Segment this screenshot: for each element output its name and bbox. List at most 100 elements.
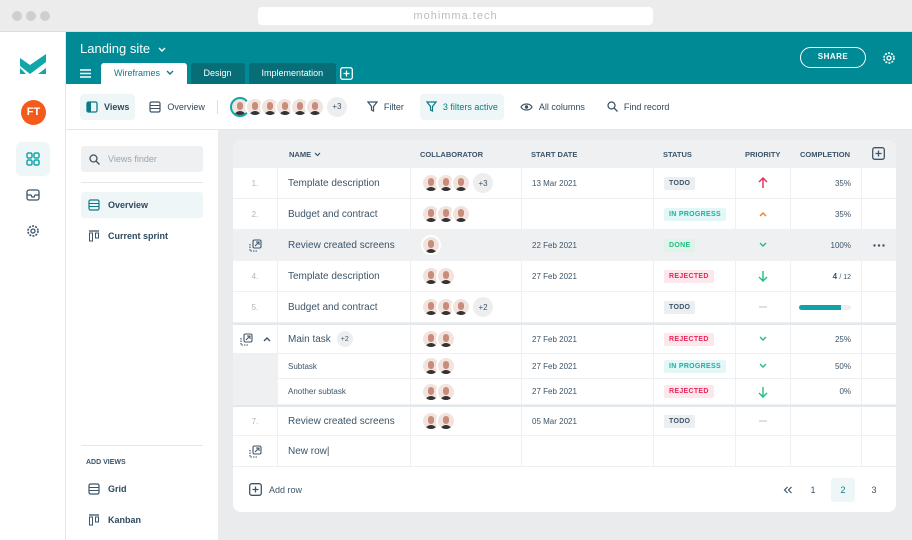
- completion-cell[interactable]: 25%: [791, 325, 862, 353]
- completion-cell[interactable]: 100%: [791, 230, 862, 260]
- inbox-button[interactable]: [16, 178, 50, 212]
- add-row-button[interactable]: Add row: [249, 483, 302, 496]
- priority-cell[interactable]: [736, 407, 791, 435]
- sidebar-item-current-sprint[interactable]: Current sprint: [81, 223, 203, 249]
- tab-design[interactable]: Design: [190, 63, 245, 84]
- collaborator-cell[interactable]: [411, 325, 522, 353]
- table-row[interactable]: 1. Template description +3 13 Mar 2021 T…: [233, 168, 896, 199]
- status-cell[interactable]: IN PROGRESS: [654, 199, 736, 229]
- start-date-cell[interactable]: 22 Feb 2021: [522, 230, 654, 260]
- column-header-priority[interactable]: PRIORITY: [745, 150, 781, 159]
- completion-cell[interactable]: [791, 407, 862, 435]
- name-cell[interactable]: Another subtask: [278, 379, 411, 404]
- active-filters-button[interactable]: 3 filters active: [419, 93, 504, 120]
- completion-cell[interactable]: 4 / 12: [791, 261, 862, 291]
- row-actions[interactable]: [862, 379, 896, 404]
- add-tab-icon[interactable]: [340, 67, 354, 80]
- priority-cell[interactable]: [736, 230, 791, 260]
- row-handle[interactable]: [233, 379, 278, 404]
- window-max-dot[interactable]: [40, 11, 50, 21]
- add-view-grid[interactable]: Grid: [81, 476, 203, 502]
- collaborator-avatar[interactable]: [421, 235, 441, 255]
- overview-button[interactable]: Overview: [143, 94, 211, 120]
- row-handle[interactable]: 5.: [233, 292, 278, 322]
- start-date-cell[interactable]: 27 Feb 2021: [522, 354, 654, 378]
- completion-cell[interactable]: 50%: [791, 354, 862, 378]
- page-1[interactable]: 1: [810, 485, 816, 495]
- collaborator-avatar[interactable]: [451, 297, 471, 317]
- name-cell[interactable]: Review created screens: [278, 407, 411, 435]
- name-cell[interactable]: Review created screens: [278, 230, 411, 260]
- collaborator-avatar[interactable]: [289, 96, 310, 117]
- start-date-cell[interactable]: 27 Feb 2021: [522, 325, 654, 353]
- row-actions[interactable]: [862, 168, 896, 198]
- table-row[interactable]: Review created screens 22 Feb 2021 DONE …: [233, 230, 896, 261]
- row-handle[interactable]: 1.: [233, 168, 278, 198]
- status-cell[interactable]: TODO: [654, 292, 736, 322]
- start-date-cell[interactable]: 05 Mar 2021: [522, 407, 654, 435]
- add-view-kanban[interactable]: Kanban: [81, 507, 203, 533]
- status-cell[interactable]: TODO: [654, 168, 736, 198]
- tab-wireframes[interactable]: Wireframes: [101, 63, 187, 84]
- row-handle[interactable]: [233, 436, 278, 466]
- row-actions[interactable]: [862, 292, 896, 322]
- column-header-name[interactable]: NAME: [289, 150, 321, 159]
- find-record-button[interactable]: Find record: [601, 94, 676, 120]
- row-handle[interactable]: [233, 230, 278, 260]
- collaborator-avatar[interactable]: [274, 96, 295, 117]
- collaborator-avatar[interactable]: [304, 96, 325, 117]
- row-actions[interactable]: [862, 199, 896, 229]
- priority-cell[interactable]: [736, 168, 791, 198]
- start-date-cell[interactable]: 27 Feb 2021: [522, 261, 654, 291]
- chevron-up-icon[interactable]: [263, 336, 271, 342]
- collaborator-avatar[interactable]: [451, 204, 471, 224]
- column-header-status[interactable]: STATUS: [663, 150, 692, 159]
- start-date-cell[interactable]: 27 Feb 2021: [522, 379, 654, 404]
- completion-cell[interactable]: [791, 292, 862, 322]
- priority-cell[interactable]: [736, 199, 791, 229]
- priority-cell[interactable]: [736, 325, 791, 353]
- more-collaborators[interactable]: +3: [326, 96, 347, 117]
- window-close-dot[interactable]: [12, 11, 22, 21]
- status-cell[interactable]: TODO: [654, 407, 736, 435]
- share-button[interactable]: SHARE: [800, 47, 866, 68]
- completion-cell[interactable]: 0%: [791, 379, 862, 404]
- collaborator-avatar[interactable]: [436, 381, 456, 402]
- page-2[interactable]: 2: [831, 478, 855, 502]
- row-handle[interactable]: 7.: [233, 407, 278, 435]
- start-date-cell[interactable]: [522, 436, 654, 466]
- subtask-count[interactable]: +2: [336, 331, 353, 347]
- collaborator-cell[interactable]: [411, 261, 522, 291]
- address-bar[interactable]: mohimma.tech: [258, 7, 653, 25]
- status-cell[interactable]: REJECTED: [654, 261, 736, 291]
- table-row[interactable]: Another subtask 27 Feb 2021 REJECTED 0%: [233, 379, 896, 405]
- collaborator-avatar[interactable]: [436, 411, 456, 431]
- collaborators-group[interactable]: +3: [224, 94, 353, 120]
- row-actions[interactable]: [862, 354, 896, 378]
- open-record-icon[interactable]: [239, 332, 253, 346]
- first-page-button[interactable]: [776, 478, 800, 502]
- completion-cell[interactable]: 35%: [791, 168, 862, 198]
- collaborator-avatar[interactable]: [436, 266, 456, 286]
- gear-icon[interactable]: [882, 51, 896, 65]
- row-handle[interactable]: 4.: [233, 261, 278, 291]
- row-actions[interactable]: [862, 436, 896, 466]
- collaborator-cell[interactable]: [411, 379, 522, 404]
- status-cell[interactable]: IN PROGRESS: [654, 354, 736, 378]
- collaborator-avatar[interactable]: [421, 381, 441, 402]
- status-cell[interactable]: DONE: [654, 230, 736, 260]
- name-cell[interactable]: New row|: [278, 436, 411, 466]
- window-min-dot[interactable]: [26, 11, 36, 21]
- table-row[interactable]: 2. Budget and contract IN PROGRESS 35%: [233, 199, 896, 230]
- status-cell[interactable]: REJECTED: [654, 379, 736, 404]
- priority-cell[interactable]: [736, 292, 791, 322]
- settings-button[interactable]: [16, 214, 50, 248]
- sidebar-item-overview[interactable]: Overview: [81, 192, 203, 218]
- collaborator-avatar[interactable]: [436, 356, 456, 376]
- more-collaborators[interactable]: +3: [473, 173, 493, 193]
- table-row[interactable]: Main task +2 27 Feb 2021 REJECTED 25%: [233, 323, 896, 354]
- all-columns-button[interactable]: All columns: [514, 94, 591, 120]
- name-cell[interactable]: Template description: [278, 168, 411, 198]
- start-date-cell[interactable]: [522, 292, 654, 322]
- table-row[interactable]: 5. Budget and contract +2 TODO: [233, 292, 896, 323]
